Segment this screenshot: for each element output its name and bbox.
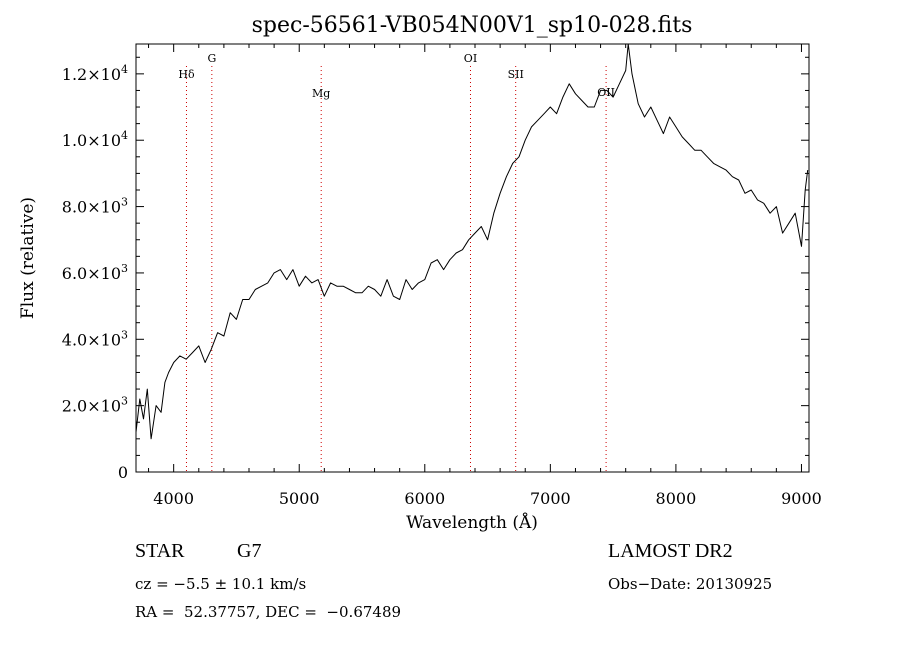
x-axis-label: Wavelength (Å) <box>406 512 538 533</box>
line-label-3: OI <box>464 52 477 65</box>
spectral-line-markers: Hδ G Mg OI SII OII <box>178 52 615 472</box>
coordinates-readout: RA = 52.37757, DEC = −0.67489 <box>135 603 402 621</box>
x-tick-label-0: 4000 <box>153 489 194 508</box>
y-axis-label: Flux (relative) <box>18 197 38 319</box>
line-label-1: G <box>207 52 216 65</box>
y-tick-label-1: 2.0×103 <box>62 395 128 416</box>
line-label-2: Mg <box>312 87 330 100</box>
y-tick-label-3: 6.0×103 <box>62 262 128 283</box>
line-label-0: Hδ <box>178 68 195 81</box>
x-tick-label-5: 9000 <box>781 489 822 508</box>
line-label-4: SII <box>508 68 524 81</box>
y-tick-label-4: 8.0×103 <box>62 196 128 217</box>
line-label-5: OII <box>597 86 615 99</box>
x-tick-label-1: 5000 <box>279 489 320 508</box>
y-tick-label-0: 0 <box>118 463 128 482</box>
survey-name: LAMOST DR2 <box>608 540 733 562</box>
y-tick-label-5: 1.0×104 <box>62 129 128 150</box>
x-axis: 4000 5000 6000 7000 8000 9000 <box>148 44 822 508</box>
y-tick-label-2: 4.0×103 <box>62 328 128 349</box>
velocity-readout: cz = −5.5 ± 10.1 km/s <box>135 575 307 593</box>
observation-date: Obs−Date: 20130925 <box>608 575 773 593</box>
y-axis: 0 2.0×103 4.0×103 6.0×103 8.0×103 1.0×104 1.2×… <box>62 56 809 482</box>
x-tick-label-3: 7000 <box>530 489 571 508</box>
chart-title: spec-56561-VB054N00V1_sp10-028.fits <box>252 13 693 38</box>
spectrum-chart: spec-56561-VB054N00V1_sp10-028.fits Hδ G M… <box>18 13 822 533</box>
x-tick-label-4: 8000 <box>656 489 697 508</box>
object-class: STAR <box>135 540 185 562</box>
object-subclass: G7 <box>237 540 262 562</box>
spectrum-line <box>135 43 809 440</box>
y-tick-label-6: 1.2×104 <box>62 63 128 84</box>
plot-frame <box>135 43 810 473</box>
x-tick-label-2: 6000 <box>404 489 445 508</box>
